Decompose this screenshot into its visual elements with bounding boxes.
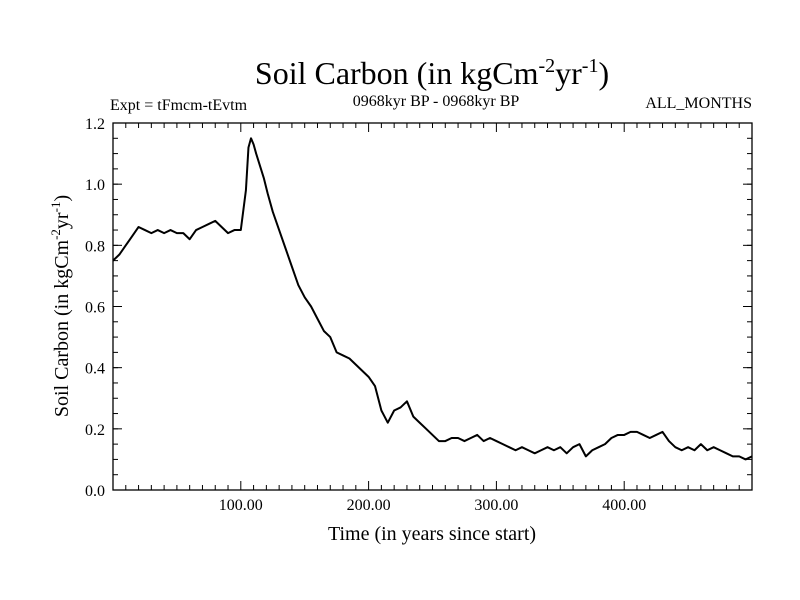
- y-tick-label: 0.6: [85, 300, 105, 317]
- x-tick-label: 400.00: [602, 497, 646, 514]
- x-tick-label: 300.00: [474, 497, 518, 514]
- series-line: [112, 137, 753, 461]
- y-tick-label: 0.2: [85, 422, 105, 439]
- title-superscript-2: -1: [582, 55, 599, 77]
- y-tick-label: 0.0: [85, 483, 105, 500]
- y-axis-ticks: 0.0 0.2 0.4 0.6 0.8 1.0 1.2: [85, 116, 752, 500]
- y-axis-label: Soil Carbon (in kgCm-2yr-1): [48, 195, 73, 417]
- x-tick-label: 100.00: [219, 497, 263, 514]
- y-tick-label: 0.4: [85, 361, 105, 378]
- chart-title: Soil Carbon (in kgCm-2yr-1): [255, 55, 609, 91]
- months-label: ALL_MONTHS: [645, 95, 752, 112]
- y-label-superscript-1: -2: [48, 229, 63, 240]
- experiment-label: Expt = tFmcm-tEvtm: [110, 97, 248, 114]
- time-range-label: 0968kyr BP - 0968kyr BP: [353, 93, 520, 110]
- x-axis-label: Time (in years since start): [328, 523, 536, 545]
- y-tick-label: 0.8: [85, 238, 105, 255]
- y-tick-label: 1.0: [85, 177, 105, 194]
- x-tick-label: 200.00: [347, 497, 391, 514]
- plot-frame: [112, 122, 753, 491]
- y-label-superscript-2: -1: [48, 202, 63, 213]
- y-tick-label: 1.2: [85, 116, 105, 133]
- title-superscript-1: -2: [538, 55, 555, 77]
- series-layer: [112, 137, 753, 461]
- x-axis-ticks: 100.00 200.00 300.00 400.00: [125, 123, 740, 514]
